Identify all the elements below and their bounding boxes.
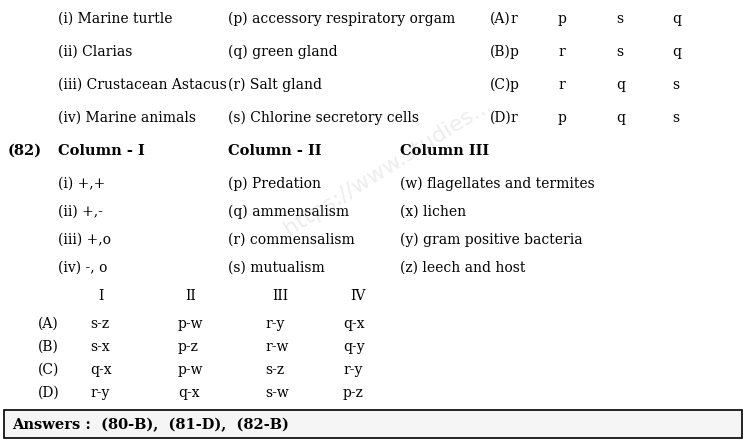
- Text: (i) +,+: (i) +,+: [58, 177, 105, 191]
- Text: (w) flagellates and termites: (w) flagellates and termites: [400, 177, 595, 191]
- Text: (s) mutualism: (s) mutualism: [228, 261, 325, 275]
- Text: (q) ammensalism: (q) ammensalism: [228, 205, 349, 219]
- Text: (B): (B): [490, 45, 511, 59]
- Text: (r) Salt gland: (r) Salt gland: [228, 78, 322, 92]
- Text: (z) leech and host: (z) leech and host: [400, 261, 525, 275]
- Text: q-x: q-x: [90, 363, 112, 377]
- FancyBboxPatch shape: [4, 410, 742, 438]
- Text: (82): (82): [8, 144, 42, 158]
- Text: II: II: [185, 289, 195, 303]
- Text: p-z: p-z: [343, 386, 364, 400]
- Text: p: p: [510, 45, 519, 59]
- Text: s-x: s-x: [90, 340, 110, 354]
- Text: (A): (A): [490, 12, 511, 26]
- Text: (ii) +,-: (ii) +,-: [58, 205, 103, 219]
- Text: (D): (D): [38, 386, 60, 400]
- Text: q-y: q-y: [343, 340, 365, 354]
- Text: Column - II: Column - II: [228, 144, 322, 158]
- Text: q: q: [616, 78, 625, 92]
- Text: p-w: p-w: [178, 317, 204, 331]
- Text: Column III: Column III: [400, 144, 489, 158]
- Text: r: r: [510, 12, 517, 26]
- Text: (iii) +,o: (iii) +,o: [58, 233, 111, 247]
- Text: (B): (B): [38, 340, 59, 354]
- Text: (p) Predation: (p) Predation: [228, 177, 321, 191]
- Text: s-z: s-z: [90, 317, 109, 331]
- Text: s: s: [616, 12, 623, 26]
- Text: p: p: [558, 111, 567, 125]
- Text: r: r: [558, 78, 565, 92]
- Text: (iv) -, o: (iv) -, o: [58, 261, 107, 275]
- Text: (s) Chlorine secretory cells: (s) Chlorine secretory cells: [228, 111, 419, 125]
- Text: r-y: r-y: [90, 386, 110, 400]
- Text: (r) commensalism: (r) commensalism: [228, 233, 355, 247]
- Text: s: s: [616, 45, 623, 59]
- Text: p: p: [558, 12, 567, 26]
- Text: (C): (C): [490, 78, 511, 92]
- Text: (q) green gland: (q) green gland: [228, 45, 338, 59]
- Text: (A): (A): [38, 317, 59, 331]
- Text: p-w: p-w: [178, 363, 204, 377]
- Text: q-x: q-x: [178, 386, 200, 400]
- Text: s: s: [672, 78, 679, 92]
- Text: q: q: [672, 12, 681, 26]
- Text: (x) lichen: (x) lichen: [400, 205, 466, 219]
- Text: I: I: [98, 289, 104, 303]
- Text: q: q: [672, 45, 681, 59]
- Text: s-w: s-w: [265, 386, 289, 400]
- Text: q: q: [616, 111, 625, 125]
- Text: (iii) Crustacean Astacus: (iii) Crustacean Astacus: [58, 78, 227, 92]
- Text: s: s: [672, 111, 679, 125]
- Text: https://www.studies...: https://www.studies...: [280, 95, 495, 239]
- Text: (iv) Marine animals: (iv) Marine animals: [58, 111, 196, 125]
- Text: s-z: s-z: [265, 363, 284, 377]
- Text: r-y: r-y: [343, 363, 363, 377]
- Text: (i) Marine turtle: (i) Marine turtle: [58, 12, 172, 26]
- Text: q-x: q-x: [343, 317, 365, 331]
- Text: r-w: r-w: [265, 340, 289, 354]
- Text: (y) gram positive bacteria: (y) gram positive bacteria: [400, 233, 583, 247]
- Text: (D): (D): [490, 111, 512, 125]
- Text: IV: IV: [350, 289, 366, 303]
- Text: p: p: [510, 78, 519, 92]
- Text: III: III: [272, 289, 288, 303]
- Text: r: r: [558, 45, 565, 59]
- Text: (C): (C): [38, 363, 60, 377]
- Text: (ii) Clarias: (ii) Clarias: [58, 45, 132, 59]
- Text: r: r: [510, 111, 517, 125]
- Text: (p) accessory respiratory orgam: (p) accessory respiratory orgam: [228, 12, 455, 26]
- Text: p-z: p-z: [178, 340, 199, 354]
- Text: Answers :  (80-B),  (81-D),  (82-B): Answers : (80-B), (81-D), (82-B): [12, 418, 289, 432]
- Text: r-y: r-y: [265, 317, 284, 331]
- Text: Column - I: Column - I: [58, 144, 145, 158]
